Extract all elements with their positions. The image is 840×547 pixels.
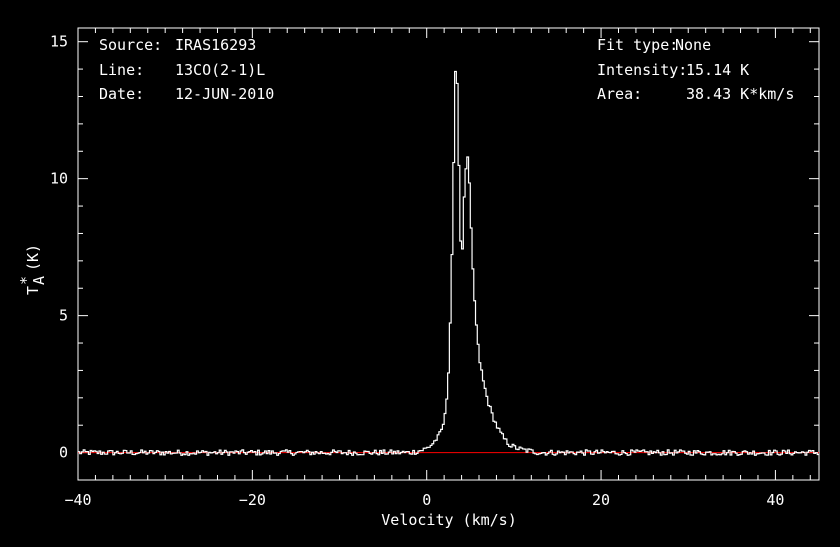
y-tick-label: 10	[50, 170, 68, 188]
x-tick-label: −40	[64, 491, 91, 509]
fit-type-label: Fit type:	[597, 36, 678, 54]
source-label: Source:	[99, 36, 162, 54]
x-tick-label: −20	[239, 491, 266, 509]
y-axis-title-main: T	[24, 286, 42, 295]
x-tick-label: 40	[766, 491, 784, 509]
y-axis-title-sub: A	[30, 276, 48, 285]
x-tick-label: 0	[422, 491, 431, 509]
y-tick-label: 0	[59, 444, 68, 462]
spectrum-line	[78, 70, 819, 456]
intensity-label: Intensity:	[597, 61, 687, 79]
y-ticks: 0 5 10 15	[50, 33, 819, 481]
source-value: IRAS16293	[175, 36, 256, 54]
area-value: 38.43 K*km/s	[686, 85, 794, 103]
line-label: Line:	[99, 61, 144, 79]
date-label: Date:	[99, 85, 144, 103]
y-axis-title-sup: *	[17, 276, 35, 285]
area-label: Area:	[597, 85, 642, 103]
y-axis-title: T * A (K)	[17, 244, 48, 295]
plot-frame	[77, 27, 820, 481]
fit-type-value: None	[675, 36, 711, 54]
x-ticks: −40 −20 0 20 40	[64, 28, 811, 509]
y-axis-title-unit: (K)	[24, 244, 42, 271]
intensity-value: 15.14 K	[686, 61, 749, 79]
x-axis-title: Velocity (km/s)	[381, 511, 516, 529]
line-value: 13CO(2-1)L	[175, 61, 265, 79]
x-tick-label: 20	[592, 491, 610, 509]
date-value: 12-JUN-2010	[175, 85, 274, 103]
y-tick-label: 5	[59, 307, 68, 325]
y-tick-label: 15	[50, 33, 68, 51]
